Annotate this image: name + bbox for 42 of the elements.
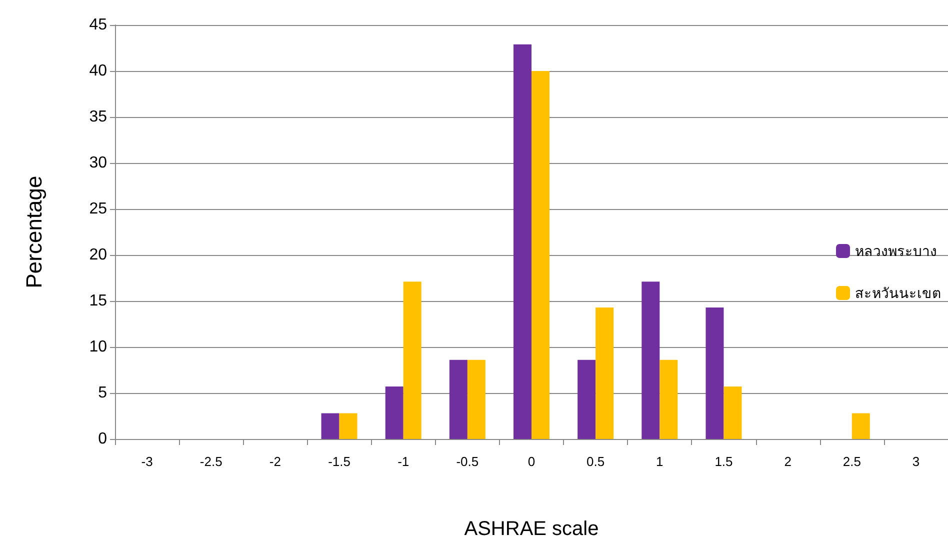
x-tick-label: -0.5	[456, 454, 479, 469]
bar	[596, 307, 614, 439]
bar	[449, 360, 468, 439]
bar	[467, 360, 486, 439]
bar	[660, 360, 678, 439]
y-tick-label: 35	[89, 108, 108, 126]
bar	[578, 360, 596, 439]
bar	[514, 44, 532, 439]
bar	[321, 413, 340, 439]
bar	[532, 71, 550, 439]
y-tick-label: 0	[98, 430, 108, 448]
y-axis-title: Percentage	[22, 176, 46, 288]
x-tick-label: 1.5	[714, 454, 733, 469]
x-tick-label: 0	[528, 454, 536, 469]
x-tick-label: 2.5	[842, 454, 861, 469]
legend-label: หลวงพระบาง	[855, 243, 937, 259]
x-axis-title: ASHRAE scale	[464, 518, 599, 540]
bar	[642, 282, 660, 439]
y-tick-label: 5	[98, 384, 108, 402]
y-tick-label: 45	[89, 16, 108, 34]
bar	[339, 413, 358, 439]
y-tick-label: 40	[89, 62, 108, 80]
x-tick-label: 2	[784, 454, 792, 469]
bar	[706, 307, 724, 439]
x-tick-label: 3	[912, 454, 920, 469]
y-tick-label: 15	[89, 292, 108, 310]
bar	[385, 386, 404, 439]
bar	[403, 282, 422, 439]
legend-label: สะหวันนะเขต	[855, 285, 941, 301]
x-tick-label: -2.5	[200, 454, 222, 469]
x-tick-label: -1.5	[328, 454, 350, 469]
x-tick-label: -2	[269, 454, 281, 469]
x-tick-label: 1	[656, 454, 664, 469]
bar	[852, 413, 870, 439]
x-tick-label: -1	[398, 454, 410, 469]
bar	[724, 386, 742, 439]
y-tick-label: 20	[89, 246, 108, 264]
y-tick-label: 30	[89, 154, 108, 172]
y-tick-label: 25	[89, 200, 108, 218]
x-tick-label: -3	[141, 454, 153, 469]
y-tick-label: 10	[89, 338, 108, 356]
x-tick-label: 0.5	[586, 454, 605, 469]
